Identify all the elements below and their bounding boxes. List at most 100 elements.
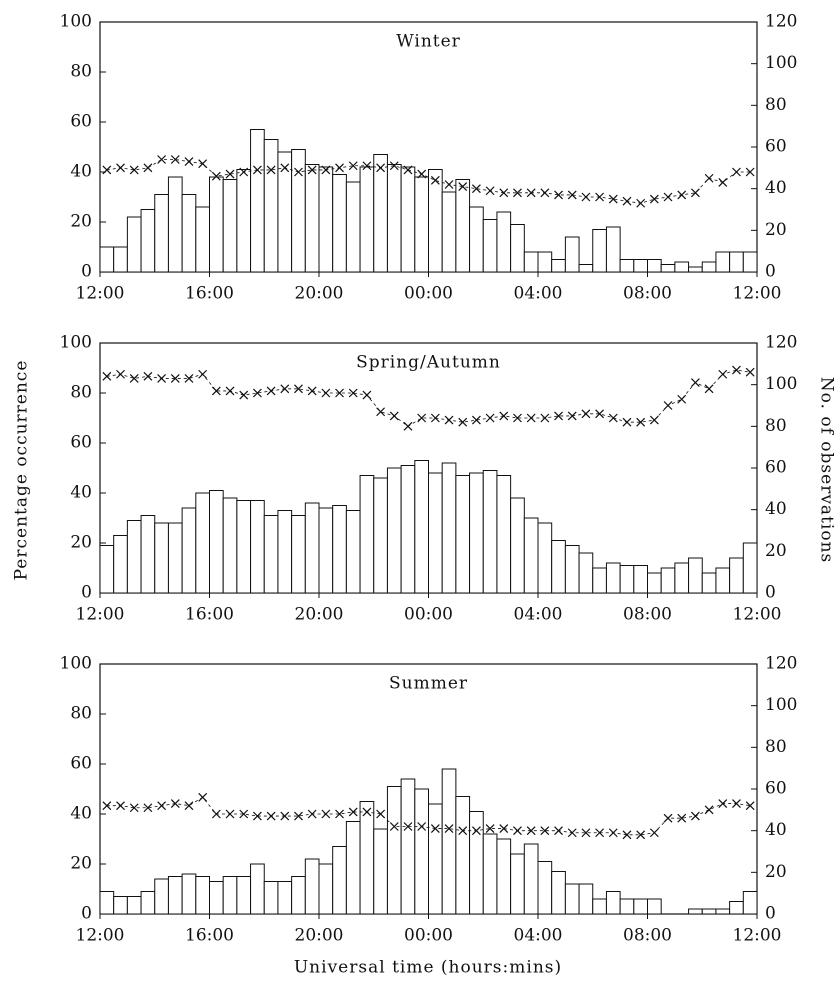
y-axis-label: Percentage occurrence bbox=[12, 360, 32, 581]
y2-tick-label: 80 bbox=[765, 416, 787, 436]
observation-marker bbox=[321, 809, 331, 819]
bar bbox=[126, 216, 142, 273]
y-tick-label: 20 bbox=[70, 533, 92, 553]
observation-marker bbox=[526, 826, 536, 836]
observation-marker bbox=[690, 811, 700, 821]
observation-marker bbox=[294, 811, 303, 821]
bar bbox=[551, 871, 566, 915]
observation-marker bbox=[321, 388, 331, 398]
bar bbox=[400, 465, 416, 594]
y2-tick-label: 40 bbox=[765, 178, 787, 198]
bar bbox=[688, 908, 703, 915]
observation-marker bbox=[102, 165, 112, 175]
observation-marker bbox=[170, 155, 180, 164]
observation-marker bbox=[307, 386, 317, 396]
observation-marker bbox=[252, 811, 262, 821]
bar bbox=[701, 261, 717, 273]
observation-marker bbox=[211, 171, 221, 181]
bar bbox=[660, 567, 676, 594]
bar bbox=[414, 460, 429, 594]
bar bbox=[688, 557, 703, 594]
bar bbox=[441, 462, 457, 594]
bar bbox=[277, 881, 293, 915]
observation-marker bbox=[211, 386, 221, 396]
x-tick-label: 00:00 bbox=[404, 926, 453, 946]
observation-marker bbox=[567, 828, 577, 838]
observation-marker bbox=[595, 409, 605, 419]
bar bbox=[482, 470, 498, 594]
observation-marker bbox=[307, 809, 317, 819]
bar bbox=[373, 477, 388, 594]
y-tick-label: 0 bbox=[81, 262, 92, 282]
bar bbox=[181, 507, 197, 594]
bar bbox=[414, 176, 429, 273]
bar bbox=[564, 236, 580, 273]
bar bbox=[250, 863, 265, 915]
observation-marker bbox=[266, 386, 276, 396]
bar bbox=[564, 883, 580, 915]
bar bbox=[729, 251, 744, 273]
bar bbox=[537, 861, 553, 915]
observation-marker bbox=[335, 809, 344, 819]
bar bbox=[318, 507, 334, 594]
bar bbox=[455, 179, 471, 273]
observation-marker bbox=[554, 411, 563, 421]
x-tick-label: 16:00 bbox=[185, 284, 234, 304]
bar bbox=[701, 908, 717, 915]
bar bbox=[236, 500, 252, 594]
bar bbox=[428, 803, 443, 915]
bar bbox=[605, 562, 621, 594]
observation-marker bbox=[663, 192, 673, 202]
x-tick-label: 04:00 bbox=[514, 605, 563, 625]
bar bbox=[222, 179, 238, 273]
observation-marker bbox=[376, 809, 386, 819]
bar bbox=[592, 229, 607, 273]
observation-marker bbox=[362, 390, 372, 400]
y-tick-label: 20 bbox=[70, 854, 92, 874]
bar bbox=[209, 490, 224, 594]
bar bbox=[701, 572, 717, 594]
bar bbox=[291, 149, 306, 273]
bar bbox=[660, 264, 676, 273]
bar bbox=[195, 492, 210, 594]
bar bbox=[277, 510, 293, 594]
bar bbox=[263, 139, 279, 273]
observation-marker bbox=[718, 177, 728, 187]
bar bbox=[373, 828, 388, 915]
observation-marker bbox=[102, 371, 112, 381]
observation-marker bbox=[403, 822, 413, 831]
observation-marker bbox=[321, 165, 331, 175]
bar bbox=[647, 259, 662, 273]
observation-marker bbox=[430, 824, 440, 834]
observation-marker bbox=[704, 384, 714, 394]
bar bbox=[209, 176, 224, 273]
y2-tick-label: 120 bbox=[765, 12, 797, 32]
bar bbox=[304, 858, 320, 915]
observation-marker bbox=[102, 801, 112, 811]
bar bbox=[318, 863, 334, 915]
observation-marker bbox=[444, 824, 454, 834]
bar bbox=[742, 891, 758, 915]
y2-tick-label: 40 bbox=[765, 820, 787, 840]
observation-marker bbox=[622, 830, 632, 840]
observation-marker bbox=[499, 411, 509, 421]
bar bbox=[455, 475, 471, 594]
bar bbox=[551, 540, 566, 594]
x-tick-label: 08:00 bbox=[623, 605, 672, 625]
bar bbox=[551, 259, 566, 273]
observation-marker bbox=[389, 161, 399, 171]
y-tick-label: 60 bbox=[70, 754, 92, 774]
observation-marker bbox=[485, 413, 495, 423]
observation-marker bbox=[567, 411, 577, 421]
observation-marker bbox=[403, 421, 413, 431]
observation-marker bbox=[129, 803, 139, 813]
observation-marker bbox=[581, 828, 591, 838]
observation-marker bbox=[540, 188, 550, 198]
observation-marker bbox=[595, 192, 605, 202]
observation-marker bbox=[526, 188, 536, 198]
bar bbox=[742, 542, 758, 594]
observation-marker bbox=[677, 394, 687, 404]
y2-tick-label: 100 bbox=[765, 374, 797, 394]
observation-marker bbox=[129, 165, 139, 175]
